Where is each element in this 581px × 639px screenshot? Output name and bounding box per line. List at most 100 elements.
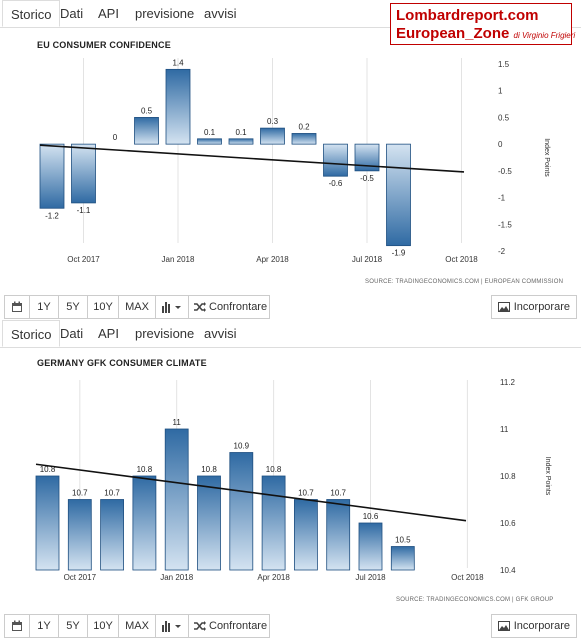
brand-section-name: European_Zone <box>396 25 510 42</box>
tab-api[interactable]: API <box>98 326 119 341</box>
bar <box>134 117 159 145</box>
tab-previsione[interactable]: previsione <box>135 6 195 21</box>
chart-panel-eu: Storico Dati API previsione avvisi EU CO… <box>0 0 581 319</box>
embed-button[interactable]: Incorporare <box>490 295 577 319</box>
embed-label: Incorporare <box>513 620 570 632</box>
data-label: 10.8 <box>40 465 56 474</box>
chart-title: GERMANY GFK CONSUMER CLIMATE <box>37 358 207 368</box>
range-1y-button[interactable]: 1Y <box>29 614 59 638</box>
tab-storico[interactable]: Storico <box>2 320 61 347</box>
data-label: 0.3 <box>267 117 279 126</box>
x-tick-label: Jan 2018 <box>162 255 195 264</box>
tab-storico[interactable]: Storico <box>2 0 61 27</box>
bar <box>261 475 286 571</box>
x-tick-label: Oct 2017 <box>67 255 100 264</box>
brand-site: Lombardreport.com <box>396 7 539 24</box>
compare-label: Confrontare <box>209 620 268 632</box>
tab-divider <box>0 347 581 348</box>
data-label: 10.7 <box>104 489 120 498</box>
calendar-icon <box>12 620 22 631</box>
bar <box>229 452 254 571</box>
data-label: -1.1 <box>77 206 91 215</box>
tab-avvisi[interactable]: avvisi <box>204 6 237 21</box>
x-tick-label: Oct 2018 <box>451 573 484 582</box>
bar <box>165 68 191 145</box>
chart-source: SOURCE: TRADINGECONOMICS.COM | GFK GROUP <box>396 597 554 603</box>
compare-label: Confrontare <box>209 301 268 313</box>
y-tick-label: -1 <box>498 194 506 203</box>
bar <box>323 143 348 177</box>
data-label: 0.5 <box>141 106 153 115</box>
data-label: 0.1 <box>235 128 247 137</box>
data-label: 0 <box>113 133 118 142</box>
bar <box>71 143 96 204</box>
chart-source: SOURCE: TRADINGECONOMICS.COM | EUROPEAN … <box>365 279 564 285</box>
range-10y-button[interactable]: 10Y <box>87 295 119 319</box>
bar <box>260 127 285 145</box>
chart-panel-germany: Storico Dati API previsione avvisi GERMA… <box>0 320 581 639</box>
range-1y-button[interactable]: 1Y <box>29 295 59 319</box>
bar-chart-icon <box>162 302 181 313</box>
y-tick-label: 0 <box>498 140 503 149</box>
embed-button[interactable]: Incorporare <box>490 614 577 638</box>
bar <box>291 133 317 145</box>
chart-type-button[interactable] <box>155 614 189 638</box>
range-10y-button[interactable]: 10Y <box>87 614 119 638</box>
calendar-button[interactable] <box>4 614 30 638</box>
calendar-button[interactable] <box>4 295 30 319</box>
y-tick-label: 10.4 <box>500 566 516 575</box>
bar <box>228 138 254 145</box>
data-label: 10.8 <box>266 465 282 474</box>
tab-dati[interactable]: Dati <box>60 6 84 21</box>
tab-avvisi[interactable]: avvisi <box>204 326 237 341</box>
data-label: 10.8 <box>137 465 153 474</box>
shuffle-icon <box>194 302 206 312</box>
bar <box>100 499 124 571</box>
tab-api[interactable]: API <box>98 6 119 21</box>
bar <box>386 143 411 247</box>
y-tick-label: 10.6 <box>500 519 516 528</box>
trend-line <box>39 144 465 173</box>
x-tick-label: Apr 2018 <box>257 573 290 582</box>
data-label: 10.7 <box>72 489 88 498</box>
brand-section: European_Zone di Virginio Frigieri <box>396 25 575 45</box>
compare-button[interactable]: Confrontare <box>188 614 270 638</box>
range-max-button[interactable]: MAX <box>118 295 156 319</box>
bar <box>67 499 92 571</box>
tab-divider <box>0 27 581 28</box>
bar <box>132 475 157 571</box>
range-5y-button[interactable]: 5Y <box>58 614 88 638</box>
x-tick-label: Jan 2018 <box>160 573 193 582</box>
bar <box>197 475 221 571</box>
tab-bar: Storico Dati API previsione avvisi <box>0 320 581 348</box>
y-tick-label: -0.5 <box>498 167 512 176</box>
tab-previsione[interactable]: previsione <box>135 326 195 341</box>
bar <box>35 475 60 571</box>
bar <box>164 428 189 571</box>
chart-type-button[interactable] <box>155 295 189 319</box>
tab-dati[interactable]: Dati <box>60 326 84 341</box>
x-tick-label: Oct 2018 <box>445 255 478 264</box>
bar <box>197 138 222 145</box>
bar <box>293 499 318 571</box>
data-label: -1.9 <box>392 249 406 258</box>
data-label: 10.5 <box>395 536 411 545</box>
data-label: 10.7 <box>330 489 346 498</box>
data-label: 10.9 <box>234 442 250 451</box>
range-max-button[interactable]: MAX <box>118 614 156 638</box>
y-tick-label: 10.8 <box>500 472 516 481</box>
range-5y-button[interactable]: 5Y <box>58 295 88 319</box>
chart-title: EU CONSUMER CONFIDENCE <box>37 40 171 50</box>
x-tick-label: Apr 2018 <box>256 255 289 264</box>
y-tick-label: 11 <box>500 425 509 434</box>
chart-eu-consumer-confidence: Oct 2017 Jan 2018 Apr 2018 Jul 2018 Oct 2018… <box>39 58 550 264</box>
y-tick-label: 1.5 <box>498 60 510 69</box>
x-tick-label: Jul 2018 <box>355 573 386 582</box>
x-tick-label: Oct 2017 <box>64 573 97 582</box>
x-tick-label: Jul 2018 <box>352 255 383 264</box>
compare-button[interactable]: Confrontare <box>188 295 270 319</box>
bar <box>390 546 415 571</box>
tab-bar: Storico Dati API previsione avvisi <box>0 0 581 28</box>
data-label: 0.1 <box>204 128 216 137</box>
y-tick-label: -2 <box>498 247 506 256</box>
